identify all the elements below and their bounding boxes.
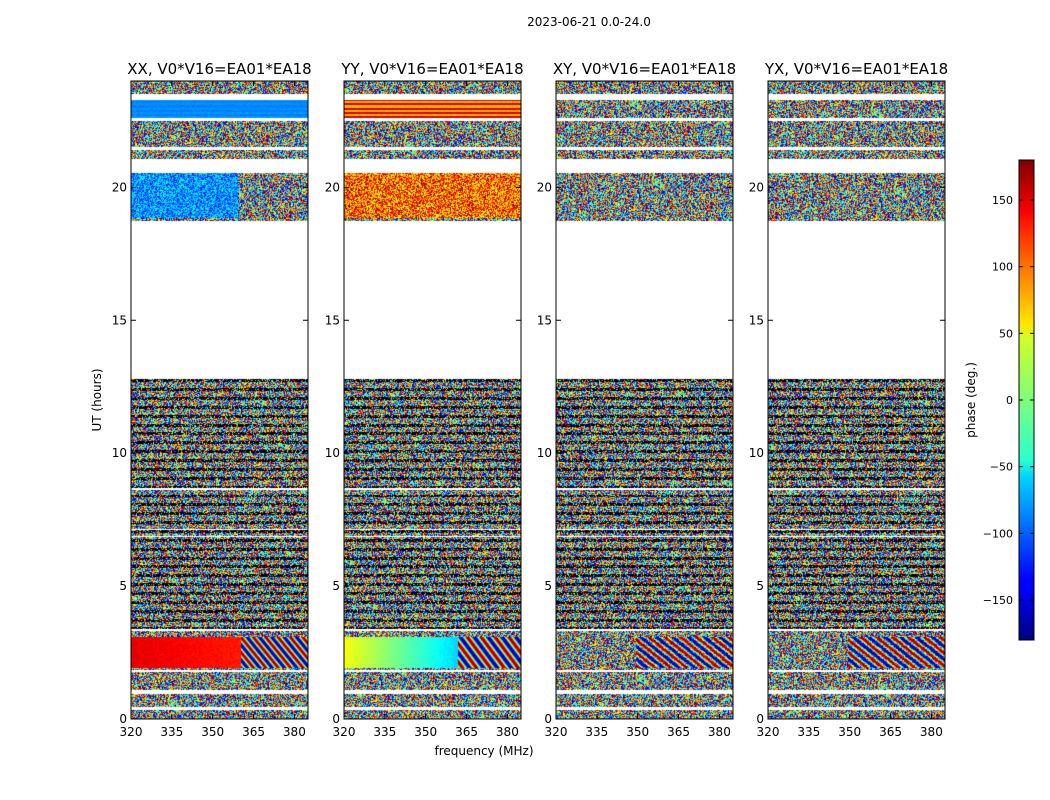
colorbar-label: phase (deg.)	[964, 362, 978, 438]
panel-3: XY, V0*V16=EA01*EA18 320 335 350 365 380 0 5 10 1…	[537, 60, 736, 739]
y-tick-label: 5	[544, 579, 552, 593]
y-tick-label: 10	[537, 446, 552, 460]
y-tick-label: 5	[119, 579, 127, 593]
axes-frame	[130, 80, 309, 720]
y-tick-label: 10	[749, 446, 764, 460]
colorbar-tick-label: −100	[983, 527, 1013, 540]
y-tick-label: 5	[756, 579, 764, 593]
phase-heatmap	[768, 81, 945, 719]
x-tick-label: 365	[667, 725, 690, 739]
x-tick-label: 335	[160, 725, 183, 739]
y-tick-label: 20	[325, 180, 340, 194]
y-tick-label: 20	[112, 180, 127, 194]
axes-frame	[767, 80, 946, 720]
y-tick-label: 15	[112, 313, 127, 327]
phase-heatmap	[556, 81, 733, 719]
axes-frame	[555, 80, 734, 720]
panels: XX, V0*V16=EA01*EA18 320 335 350 365 380 0 5 10 1…	[112, 60, 948, 739]
x-tick-label: 350	[414, 725, 437, 739]
x-tick-label: 335	[797, 725, 820, 739]
suptitle: 2023-06-21 0.0-24.0	[527, 15, 651, 29]
colorbar-tick-label: 100	[992, 261, 1013, 274]
x-tick-label: 320	[120, 725, 143, 739]
x-tick-label: 380	[283, 725, 306, 739]
x-tick-label: 320	[545, 725, 568, 739]
colorbar-tick-label: −150	[983, 594, 1013, 607]
y-tick-label: 20	[537, 180, 552, 194]
panel-title: XX, V0*V16=EA01*EA18	[127, 60, 311, 78]
y-tick-label: 15	[537, 313, 552, 327]
phase-heatmap	[131, 81, 308, 719]
x-tick-label: 365	[455, 725, 478, 739]
colorbar-tick-label: 150	[992, 194, 1013, 207]
y-tick-label: 0	[544, 712, 552, 726]
phase-heatmap	[344, 81, 521, 719]
x-tick-label: 365	[879, 725, 902, 739]
y-axis-label: UT (hours)	[90, 368, 104, 431]
y-tick-label: 0	[756, 712, 764, 726]
y-tick-label: 5	[332, 579, 340, 593]
x-tick-label: 320	[333, 725, 356, 739]
y-tick-label: 15	[325, 313, 340, 327]
panel-4: YX, V0*V16=EA01*EA18 320 335 350 365 380 0 5 10 1…	[749, 60, 948, 739]
colorbar-tick-label: 0	[1006, 394, 1013, 407]
panel-title: XY, V0*V16=EA01*EA18	[553, 60, 736, 78]
y-tick-label: 10	[112, 446, 127, 460]
panel-2: YY, V0*V16=EA01*EA18 320 335 350 365 380 0 5 10 1…	[325, 60, 524, 739]
x-tick-label: 380	[920, 725, 943, 739]
axes-frame	[343, 80, 522, 720]
x-tick-label: 380	[496, 725, 519, 739]
panel-title: YX, V0*V16=EA01*EA18	[764, 60, 948, 78]
x-tick-label: 335	[585, 725, 608, 739]
y-tick-label: 20	[749, 180, 764, 194]
panel-title: YY, V0*V16=EA01*EA18	[340, 60, 523, 78]
colorbar-tick-label: 50	[999, 327, 1013, 340]
x-tick-label: 350	[838, 725, 861, 739]
colorbar-ticks: 150 100 50 0 −50 −100 −150	[983, 194, 1034, 607]
y-tick-label: 15	[749, 313, 764, 327]
panel-1: XX, V0*V16=EA01*EA18 320 335 350 365 380 0 5 10 1…	[112, 60, 312, 739]
y-tick-label: 10	[325, 446, 340, 460]
x-tick-label: 350	[201, 725, 224, 739]
x-tick-label: 350	[626, 725, 649, 739]
x-tick-label: 365	[242, 725, 265, 739]
x-axis-label: frequency (MHz)	[434, 744, 533, 758]
x-tick-label: 320	[757, 725, 780, 739]
y-tick-label: 0	[119, 712, 127, 726]
x-tick-label: 380	[708, 725, 731, 739]
x-tick-label: 335	[373, 725, 396, 739]
colorbar-tick-label: −50	[990, 461, 1013, 474]
y-tick-label: 0	[332, 712, 340, 726]
